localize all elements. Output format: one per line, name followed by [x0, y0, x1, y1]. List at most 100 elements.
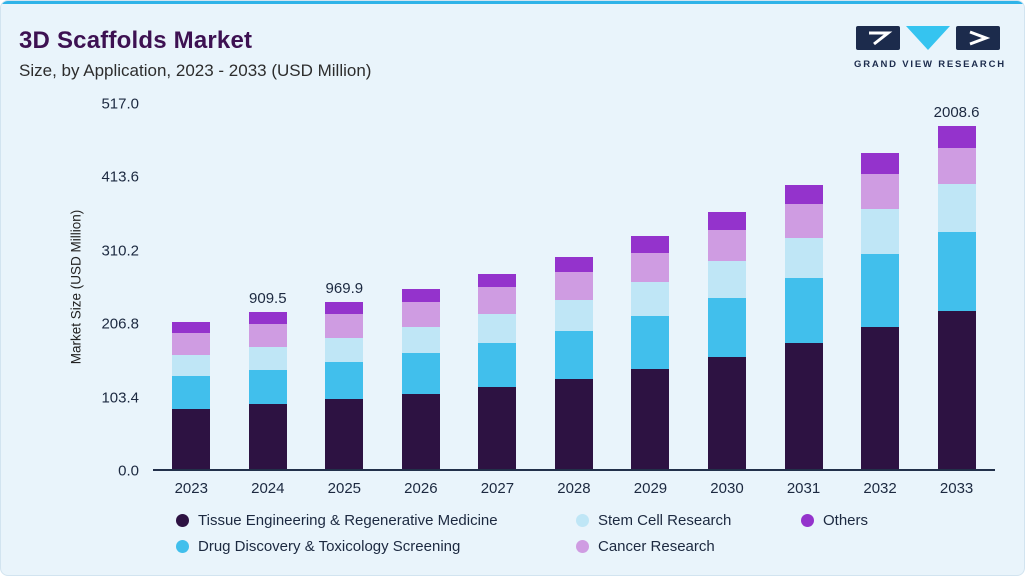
bar-segment — [861, 327, 900, 469]
bar-segment — [248, 323, 287, 347]
x-axis-label: 2032 — [863, 480, 897, 497]
plot-area: 2023 909.5 2024 969.9 2025 2026 2027 2028 2029 20… — [153, 104, 995, 497]
page-title: 3D Scaffolds Market — [19, 27, 253, 54]
bar-segment — [172, 332, 211, 355]
bar-column-2031: 2031 — [784, 104, 823, 497]
bar-segment — [248, 369, 287, 405]
bar-segment — [478, 342, 517, 387]
bar-segment — [554, 300, 593, 331]
bar-segment — [401, 288, 440, 302]
bar-segment — [707, 229, 746, 262]
bar-segment — [554, 271, 593, 301]
legend-dot-icon — [176, 514, 189, 527]
bar-total-label: 909.5 — [249, 290, 287, 308]
x-axis-label: 2031 — [786, 480, 821, 497]
bar-column-2025: 969.9 2025 — [325, 104, 364, 497]
bar-segment — [172, 408, 211, 469]
bar-segment — [325, 337, 364, 362]
bar-segment — [325, 361, 364, 400]
bar-segment — [631, 236, 670, 253]
bar-total-label: 2008.6 — [933, 104, 980, 121]
bar-segment — [631, 282, 670, 316]
bar-column-2028: 2028 — [554, 104, 593, 497]
x-axis-label: 2024 — [251, 480, 285, 497]
x-axis-label: 2029 — [633, 480, 668, 497]
legend-dot-icon — [576, 540, 589, 553]
bar-segment — [784, 237, 823, 279]
bar-segment — [861, 209, 900, 254]
legend-item: Drug Discovery & Toxicology Screening — [176, 538, 576, 555]
bar-segment — [861, 153, 900, 174]
bar-column-2023: 2023 — [172, 104, 211, 497]
y-axis-ticks: 0.0 103.4 206.8 310.2 413.6 517.0 — [41, 96, 145, 480]
x-axis-label: 2033 — [939, 480, 974, 497]
bar-segment — [554, 256, 593, 272]
bar-column-2027: 2027 — [478, 104, 517, 497]
bar-segment — [631, 252, 670, 283]
bar-segment — [937, 311, 976, 469]
logo-text: GRAND VIEW RESEARCH — [854, 59, 1006, 70]
bar-segment — [707, 212, 746, 230]
bar-segment — [248, 346, 287, 370]
bar-segment — [784, 343, 823, 469]
legend-item: Cancer Research — [576, 538, 801, 555]
bar-segment — [401, 393, 440, 469]
y-tick-label: 0.0 — [118, 462, 139, 480]
bar-segment — [325, 301, 364, 314]
legend-dot-icon — [801, 514, 814, 527]
legend-dot-icon — [176, 540, 189, 553]
x-axis-label: 2023 — [174, 480, 208, 497]
legend-dot-icon — [576, 514, 589, 527]
page-subtitle: Size, by Application, 2023 - 2033 (USD M… — [19, 61, 372, 80]
bar-segment — [478, 386, 517, 469]
bar-segment — [937, 183, 976, 232]
bar-segment — [631, 315, 670, 369]
bar-column-2033: 2008.6 2033 — [934, 104, 980, 497]
legend-label: Tissue Engineering & Regenerative Medici… — [198, 512, 498, 529]
y-tick-label: 206.8 — [101, 315, 139, 333]
bar-column-2026: 2026 — [401, 104, 440, 497]
x-axis-label: 2028 — [557, 480, 591, 497]
bar-segment — [861, 173, 900, 210]
bar-segment — [401, 301, 440, 328]
x-axis-label: 2025 — [327, 480, 362, 497]
bar-segment — [937, 231, 976, 312]
y-tick-label: 310.2 — [101, 242, 139, 260]
bar-column-2030: 2030 — [707, 104, 746, 497]
bar-segment — [478, 314, 517, 343]
x-axis-label: 2027 — [480, 480, 515, 497]
y-tick-label: 517.0 — [101, 95, 139, 113]
legend-label: Others — [823, 512, 869, 529]
bar-segment — [631, 368, 670, 469]
bar-segment — [554, 378, 593, 469]
top-accent-line — [1, 1, 1024, 4]
bar-total-label: 969.9 — [325, 279, 364, 297]
bar-segment — [248, 404, 287, 469]
bar-column-2024: 909.5 2024 — [248, 104, 287, 497]
bar-column-2032: 2032 — [861, 104, 900, 497]
grand-view-research-logo: GRAND VIEW RESEARCH — [854, 25, 1006, 70]
bar-segment — [172, 376, 211, 409]
y-tick-label: 413.6 — [101, 168, 139, 186]
legend-label: Drug Discovery & Toxicology Screening — [198, 538, 461, 555]
bar-segment — [937, 126, 976, 148]
bar-segment — [478, 273, 517, 288]
legend-label: Stem Cell Research — [598, 512, 732, 529]
legend-label: Cancer Research — [598, 538, 715, 555]
bar-segment — [401, 353, 440, 394]
legend-item: Others — [801, 512, 868, 529]
bar-segment — [554, 330, 593, 379]
bar-segment — [784, 185, 823, 205]
bar-segment — [707, 297, 746, 357]
bar-segment — [401, 327, 440, 354]
bar-segment — [707, 261, 746, 298]
bar-segment — [172, 354, 211, 377]
bar-segment — [707, 356, 746, 469]
bar-segment — [325, 313, 364, 338]
chart-legend: Tissue Engineering & Regenerative Medici… — [176, 512, 868, 555]
bar-segment — [937, 147, 976, 184]
y-tick-label: 103.4 — [101, 389, 139, 407]
x-axis-label: 2026 — [404, 480, 438, 497]
bar-segment — [172, 322, 211, 333]
